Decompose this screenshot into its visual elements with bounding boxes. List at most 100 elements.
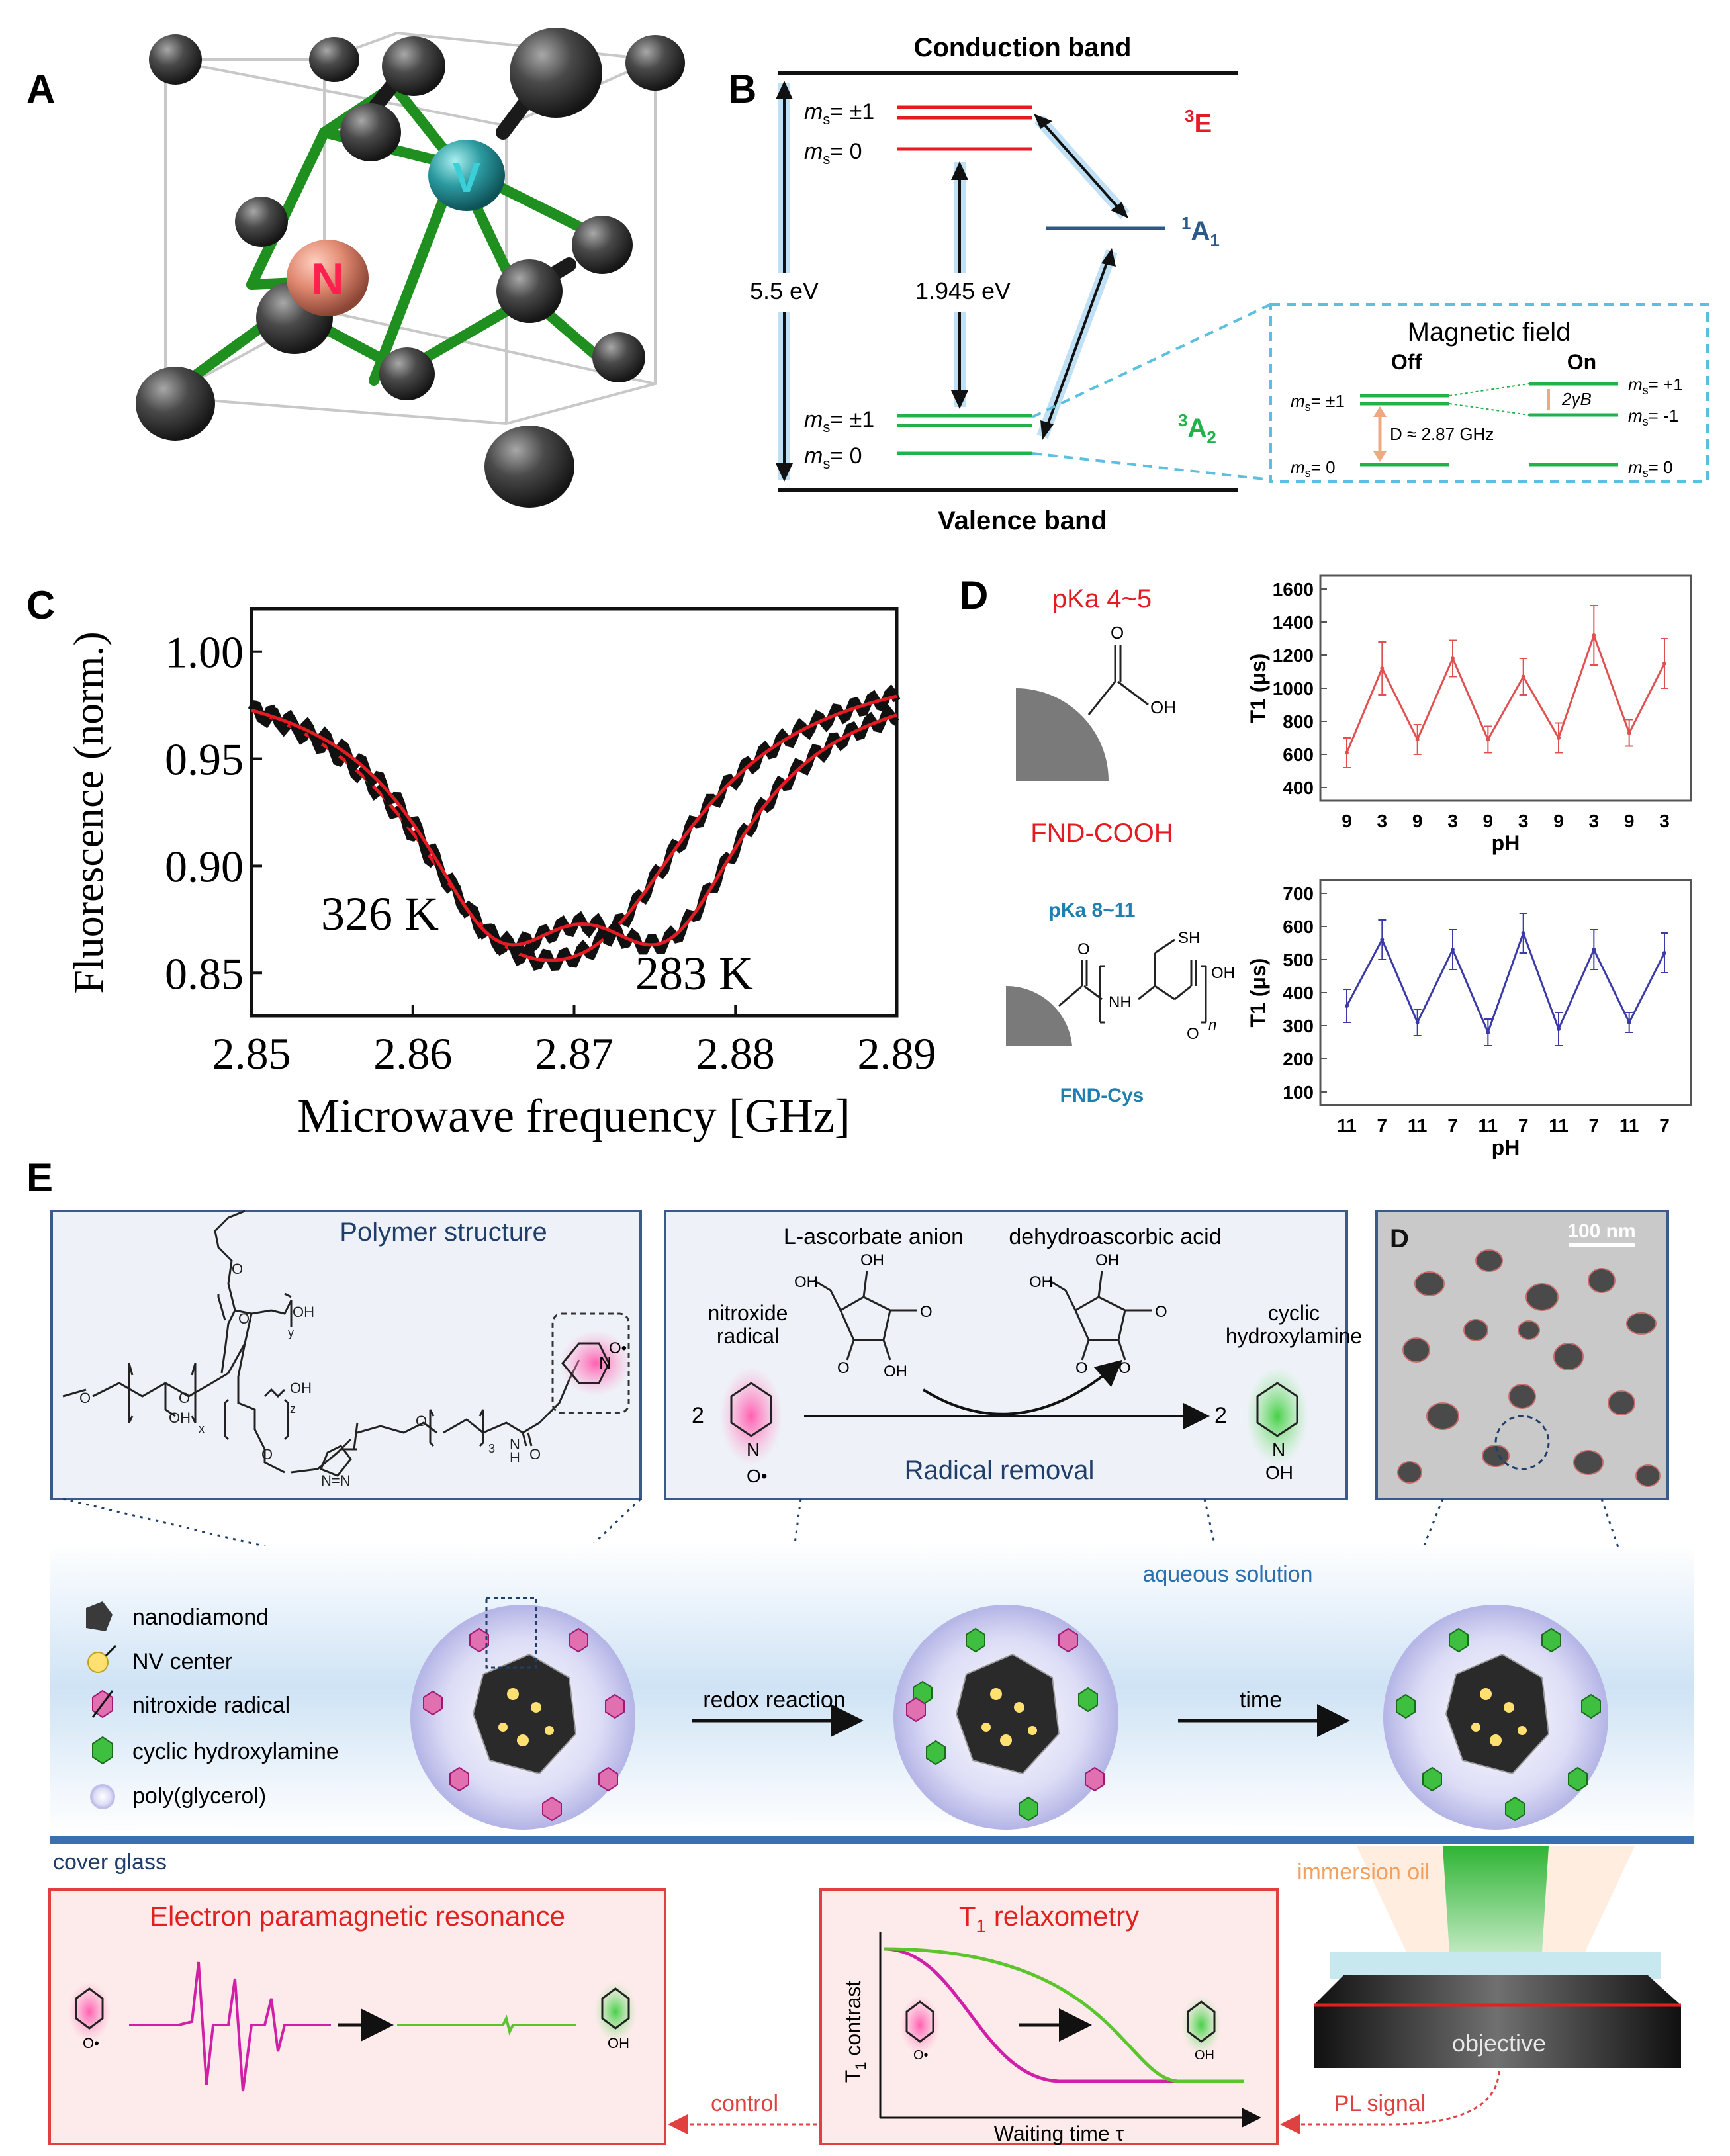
svg-text:x: x [199,1422,205,1435]
aqueous-solution-label: aqueous solution [1142,1562,1312,1587]
panel-a: A [26,28,685,508]
y-tick-label: 200 [1283,1049,1314,1069]
x-tick-label: 7 [1447,1115,1458,1136]
svg-text:y: y [288,1326,294,1339]
control-label: control [711,2091,778,2116]
x-tick-label: 11 [1619,1115,1639,1136]
y-tick-label: 0.85 [165,948,244,999]
t1-title: T1 relaxometry [959,1901,1139,1936]
data-point [1662,951,1666,955]
x-tick-label: 9 [1483,811,1494,831]
panel-label-c: C [26,583,55,627]
panel-c: C 1.000.950.900.85 2.85 2.86 2.87 2.88 2.89 … [26,583,936,1142]
y-tick-label: 800 [1283,711,1314,732]
y-tick-label: 400 [1283,778,1314,798]
t1-ph-plot-cys [1319,879,1692,1106]
legend-nv-center: NV center [132,1649,232,1674]
nanodiamond-icon [86,1601,113,1631]
nanodiamond-cooh [1016,688,1109,781]
tem-scale-label: 100 nm [1567,1220,1635,1242]
inset-title: Magnetic field [1408,318,1571,347]
pl-signal-label: PL signal [1334,2091,1426,2116]
cover-glass-label: cover glass [53,1850,167,1875]
svg-text:O•: O• [747,1466,768,1486]
svg-text:ms= ±1: ms= ±1 [1291,391,1345,414]
carbon-atom [379,347,435,400]
x-tick-label: 7 [1518,1115,1529,1136]
inset-zfs: D ≈ 2.87 GHz [1390,424,1494,444]
t1-xlabel-cooh: pH [1492,831,1520,855]
y-tick-label: 0.90 [165,841,244,891]
t1-ylabel-cys: T1 (μs) [1246,958,1270,1028]
odmr-fit-326k [251,694,897,962]
conduction-band-label: Conduction band [914,33,1132,62]
svg-text:OH: OH [1195,2048,1214,2063]
annot-283k: 283 K [635,947,753,1000]
y-tick-label: 300 [1283,1016,1314,1036]
svg-text:OH: OH [1029,1273,1053,1291]
svg-text:O•: O• [913,2048,929,2063]
tem-label: D [1390,1224,1409,1253]
x-tick-label: 9 [1412,811,1423,831]
nanodiamond-sphere-2 [893,1605,1118,1830]
epr-box [48,1888,666,2145]
x-tick-label: 2.88 [696,1028,775,1079]
t1-xlabel: Waiting time τ [994,2122,1124,2145]
level-3e-label: 3E [1185,106,1212,138]
coef-right: 2 [1214,1403,1227,1428]
data-point [1521,931,1525,935]
polymer-skeleton [62,1210,580,1477]
svg-text:ms= ±1: ms= ±1 [804,99,874,128]
x-tick-label: 2.86 [373,1028,452,1079]
data-point [1380,666,1385,670]
carbon-atom [309,37,359,82]
t1-curve-radical [883,1947,1244,2083]
y-tick-label: 600 [1283,917,1314,937]
x-tick-label: 3 [1377,811,1388,831]
carbon-atom [235,197,288,247]
reaction-box [664,1210,1348,1500]
y-tick-label: 700 [1283,883,1314,904]
odmr-curves [248,684,901,971]
radical-removal-label: Radical removal [905,1456,1095,1485]
polyglycerol-icon [90,1784,115,1809]
svg-text:N: N [510,1436,520,1453]
odmr-y-axis: 1.00 0.95 0.90 0.85 [165,627,262,999]
fnd-cooh-label: FND-COOH [1030,819,1173,848]
pl-signal-arrow [1280,2071,1500,2134]
hydroxylamine-glow [1246,1367,1309,1466]
svg-text:OH: OH [860,1251,884,1269]
y-tick-label: 500 [1283,950,1314,970]
vacancy-label: V [453,154,481,201]
svg-text:N: N [599,1353,612,1372]
data-point [1486,737,1490,742]
carbon-atom [149,34,202,85]
svg-text:O: O [1077,940,1090,958]
svg-text:OH: OH [608,2035,629,2051]
x-tick-label: 3 [1518,811,1529,831]
x-tick-label: 3 [1447,811,1458,831]
svg-text:ms= 0: ms= 0 [804,443,862,472]
svg-text:ms= 0: ms= 0 [1291,457,1336,480]
y-tick-label: 1.00 [165,627,244,678]
data-point [1451,656,1455,660]
y-tick-label: 0.95 [165,735,244,785]
x-tick-label: 11 [1408,1115,1428,1136]
x-tick-label: 7 [1589,1115,1600,1136]
svg-text:ms= 0: ms= 0 [1628,457,1673,480]
svg-text:OH: OH [794,1273,818,1291]
level-1a1-label: 1A1 [1181,213,1220,250]
epr-spectrum-hydroxylamine [397,2014,576,2036]
odmr-x-axis: 2.85 2.86 2.87 2.88 2.89 [212,1005,936,1079]
svg-text:O: O [837,1359,850,1377]
svg-text:O: O [232,1261,243,1277]
panel-label-e: E [26,1155,53,1200]
odmr-xlabel: Microwave frequency [GHz] [297,1089,850,1142]
dehydro-label: dehydroascorbic acid [1009,1224,1221,1249]
svg-text:OH: OH [884,1363,907,1380]
svg-text:OH: OH [293,1304,314,1320]
odmr-ylabel: Fluorescence (norm.) [65,631,112,993]
svg-text:z: z [290,1402,296,1415]
t1-line [1345,632,1666,754]
objective-lens: objective [1314,1846,1681,2068]
